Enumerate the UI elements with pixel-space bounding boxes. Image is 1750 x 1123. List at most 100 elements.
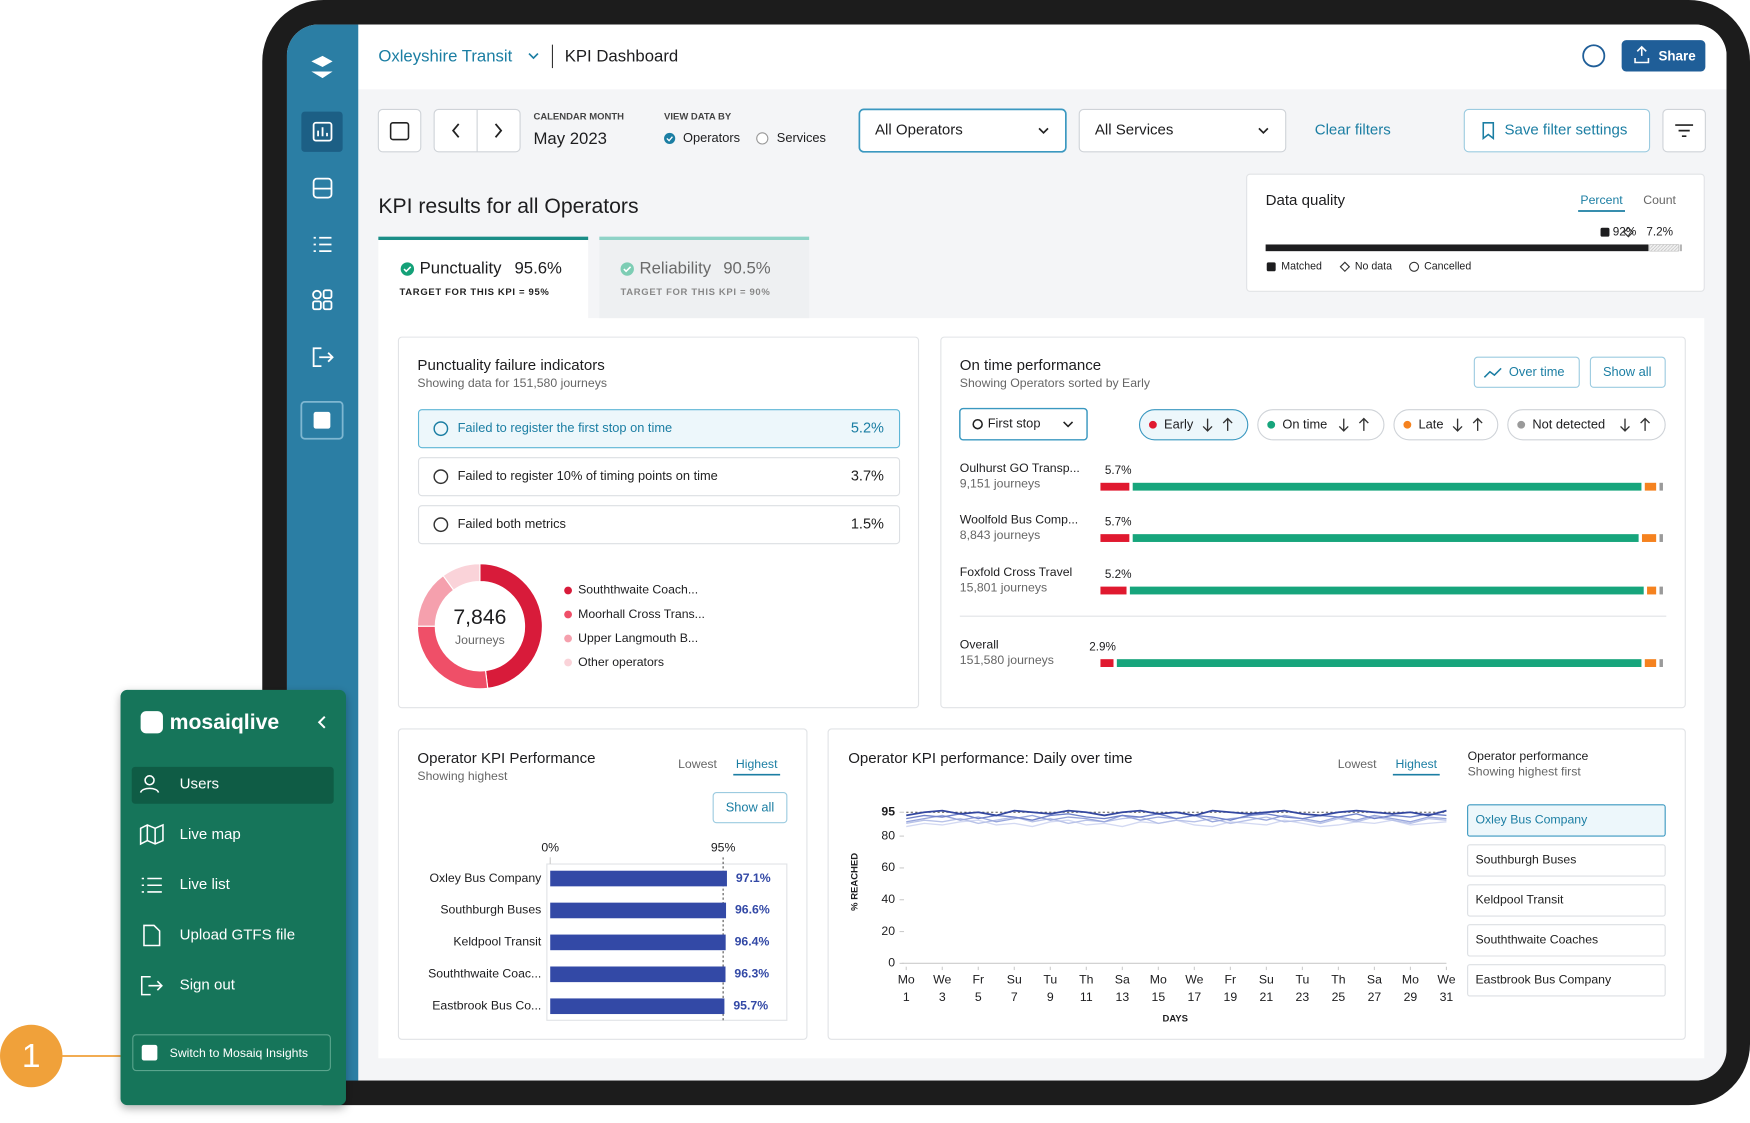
help-icon[interactable] <box>1582 44 1606 68</box>
org-chevron[interactable] <box>528 52 539 60</box>
save-label[interactable]: Save filter settings <box>1504 122 1627 139</box>
menu-item[interactable]: Users <box>180 776 219 793</box>
legend-label[interactable]: Southburgh Buses <box>1475 853 1576 867</box>
tab-name[interactable]: Reliability <box>640 258 712 277</box>
menu-item[interactable]: Sign out <box>180 977 236 994</box>
toggle-active[interactable]: Highest <box>736 757 778 771</box>
bar-segment <box>1644 659 1657 667</box>
tab[interactable] <box>599 236 810 319</box>
services-dropdown[interactable] <box>1078 108 1287 153</box>
check-icon <box>400 262 415 276</box>
legend-item[interactable] <box>1467 844 1666 877</box>
legend-label[interactable]: Late <box>1419 417 1444 432</box>
menu-item-active[interactable] <box>131 766 334 804</box>
failure-row[interactable] <box>417 505 901 545</box>
menu-item[interactable]: Upload GTFS file <box>180 926 295 943</box>
over-time-button[interactable] <box>1473 356 1580 388</box>
x-tick-label: 9 <box>1047 990 1054 1004</box>
app-logo[interactable] <box>311 55 333 79</box>
bookmark-icon <box>1482 122 1495 141</box>
card-title: Operator KPI Performance <box>417 750 595 767</box>
dropdown-value[interactable]: First stop <box>988 416 1041 431</box>
show-all-button[interactable] <box>1589 356 1666 388</box>
radio-checked[interactable] <box>664 132 676 145</box>
page-title: KPI Dashboard <box>565 46 678 65</box>
legend-item[interactable] <box>1467 804 1666 837</box>
legend-subtitle: Showing highest first <box>1468 765 1582 779</box>
menu-item[interactable]: Live map <box>180 826 241 843</box>
tab-value: 95.6% <box>515 258 563 277</box>
tab-name[interactable]: Punctuality <box>420 258 502 277</box>
switch-button[interactable] <box>132 1034 331 1072</box>
sort-arrows <box>1202 417 1233 432</box>
legend-label: Other operators <box>578 655 664 669</box>
legend-swatch <box>1600 227 1610 237</box>
nav-insights[interactable] <box>300 400 344 440</box>
toggle-active[interactable]: Percent <box>1580 193 1623 207</box>
bar <box>550 934 726 951</box>
save-button[interactable] <box>1463 108 1651 153</box>
legend-label[interactable]: Eastbrook Bus Company <box>1475 973 1612 987</box>
tab-active[interactable] <box>378 236 589 320</box>
legend-item[interactable] <box>1467 964 1666 997</box>
legend-label[interactable]: Souththwaite Coaches <box>1475 933 1598 947</box>
radio-label[interactable]: Operators <box>683 130 740 145</box>
bar-segment <box>1100 586 1127 595</box>
dropdown-value[interactable]: All Operators <box>875 122 963 139</box>
sort-pill[interactable] <box>1138 409 1249 441</box>
first-stop-dropdown[interactable] <box>959 407 1088 441</box>
collapse-chevron[interactable] <box>317 715 326 729</box>
icon-apps[interactable] <box>312 289 322 300</box>
toggle-active[interactable]: Highest <box>1395 757 1437 771</box>
org-name[interactable]: Oxleyshire Transit <box>378 46 512 65</box>
icon-users <box>144 775 155 786</box>
dropdown-value[interactable]: All Services <box>1095 122 1174 139</box>
legend-item[interactable] <box>1467 924 1666 957</box>
bar-segment <box>1644 482 1657 491</box>
x-tick-day: Mo <box>898 972 915 986</box>
clear-filters[interactable]: Clear filters <box>1315 122 1391 139</box>
line-series <box>906 816 1447 825</box>
icon-apps <box>312 300 322 311</box>
switch-label[interactable]: Switch to Mosaiq Insights <box>170 1046 308 1060</box>
icon-logout[interactable] <box>312 347 334 368</box>
toggle[interactable]: Lowest <box>1338 757 1377 771</box>
legend-dot <box>1403 420 1412 429</box>
toggle[interactable]: Count <box>1643 193 1676 207</box>
show-all-button[interactable] <box>712 792 788 824</box>
icon-chart <box>312 121 333 142</box>
legend-label[interactable]: On time <box>1282 417 1327 432</box>
failure-value: 1.5% <box>851 516 884 532</box>
sort-pill[interactable] <box>1393 409 1499 441</box>
bar-segment <box>1132 534 1639 542</box>
legend-dot <box>564 610 572 619</box>
icon-list[interactable] <box>313 236 332 253</box>
legend-label[interactable]: Early <box>1164 417 1194 432</box>
failure-row[interactable] <box>417 457 901 497</box>
x-tick-label: 17 <box>1188 990 1202 1004</box>
legend-item[interactable] <box>1467 884 1666 917</box>
radio-tick <box>666 136 673 142</box>
button-label[interactable]: Over time <box>1509 364 1565 379</box>
button-label[interactable]: Show all <box>1603 364 1651 379</box>
legend-label[interactable]: Not detected <box>1532 417 1605 432</box>
legend-title: Operator performance <box>1468 749 1589 763</box>
legend-label[interactable]: Keldpool Transit <box>1475 893 1564 907</box>
radio-label[interactable]: Services <box>777 130 826 145</box>
sort-pill[interactable] <box>1507 409 1666 441</box>
failure-row-active[interactable] <box>417 409 901 449</box>
sort-pill[interactable] <box>1257 409 1385 441</box>
operators-dropdown[interactable] <box>858 108 1067 153</box>
share-label[interactable]: Share <box>1658 48 1695 63</box>
calendar-button[interactable] <box>377 108 422 153</box>
menu-item[interactable]: Live list <box>180 876 231 893</box>
legend-label[interactable]: Oxley Bus Company <box>1475 813 1588 827</box>
toggle[interactable]: Lowest <box>678 757 717 771</box>
sort-arrows <box>1452 417 1483 432</box>
x-tick-day: Th <box>1079 972 1093 986</box>
radio[interactable] <box>756 132 769 145</box>
card-title: Punctuality failure indicators <box>417 357 604 374</box>
stepper-arrows[interactable] <box>451 123 503 138</box>
data-label: 96.6% <box>735 903 770 917</box>
button-label[interactable]: Show all <box>726 800 774 815</box>
